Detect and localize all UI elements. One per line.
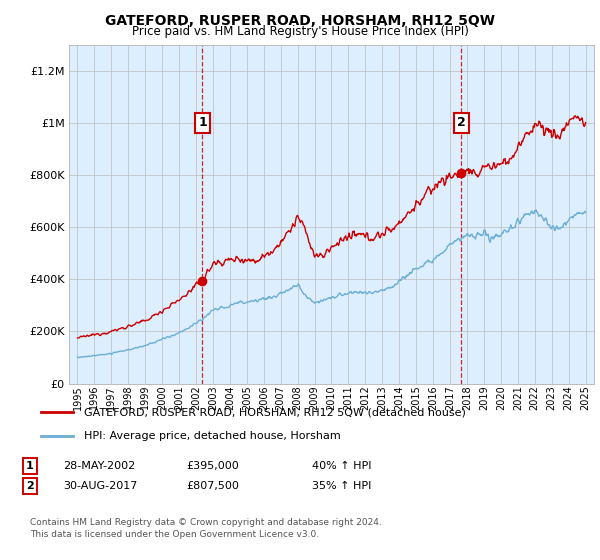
Text: 30-AUG-2017: 30-AUG-2017 (63, 481, 137, 491)
Text: 2: 2 (26, 481, 34, 491)
Text: HPI: Average price, detached house, Horsham: HPI: Average price, detached house, Hors… (84, 431, 341, 441)
Text: 1: 1 (198, 116, 207, 129)
Text: £395,000: £395,000 (186, 461, 239, 471)
Text: This data is licensed under the Open Government Licence v3.0.: This data is licensed under the Open Gov… (30, 530, 319, 539)
Text: GATEFORD, RUSPER ROAD, HORSHAM, RH12 5QW (detached house): GATEFORD, RUSPER ROAD, HORSHAM, RH12 5QW… (84, 408, 466, 418)
Text: Price paid vs. HM Land Registry's House Price Index (HPI): Price paid vs. HM Land Registry's House … (131, 25, 469, 38)
Text: GATEFORD, RUSPER ROAD, HORSHAM, RH12 5QW: GATEFORD, RUSPER ROAD, HORSHAM, RH12 5QW (105, 14, 495, 28)
Text: 35% ↑ HPI: 35% ↑ HPI (312, 481, 371, 491)
Text: 40% ↑ HPI: 40% ↑ HPI (312, 461, 371, 471)
Text: 28-MAY-2002: 28-MAY-2002 (63, 461, 135, 471)
Text: £807,500: £807,500 (186, 481, 239, 491)
Text: 1: 1 (26, 461, 34, 471)
Text: 2: 2 (457, 116, 466, 129)
Text: Contains HM Land Registry data © Crown copyright and database right 2024.: Contains HM Land Registry data © Crown c… (30, 518, 382, 527)
